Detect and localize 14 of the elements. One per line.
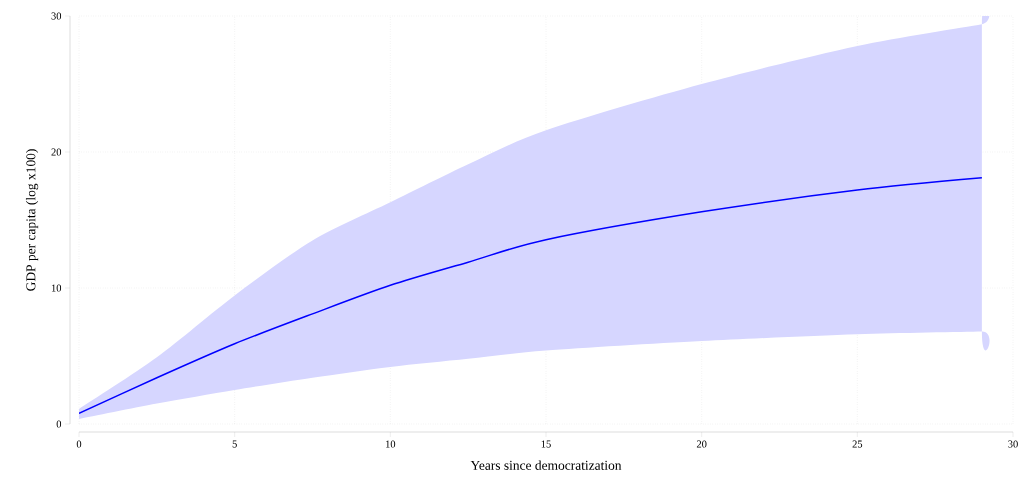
x-tick-label: 25 bbox=[852, 440, 863, 448]
x-tick-label: 15 bbox=[541, 440, 551, 448]
x-axis-title: Years since democratization bbox=[470, 460, 622, 470]
x-tick-label: 0 bbox=[76, 440, 82, 448]
x-tick-label: 20 bbox=[696, 440, 707, 448]
y-tick-label: 30 bbox=[51, 12, 62, 20]
y-tick-label: 0 bbox=[56, 420, 62, 428]
x-tick-label: 10 bbox=[386, 440, 396, 448]
line-series bbox=[79, 177, 983, 415]
x-tick-label: 5 bbox=[232, 440, 237, 448]
y-tick-label: 10 bbox=[51, 284, 62, 292]
y-tick-label: 20 bbox=[51, 148, 62, 156]
y-axis-title: GDP per capita (log x100) bbox=[25, 149, 39, 291]
x-tick-label: 30 bbox=[1008, 440, 1018, 448]
